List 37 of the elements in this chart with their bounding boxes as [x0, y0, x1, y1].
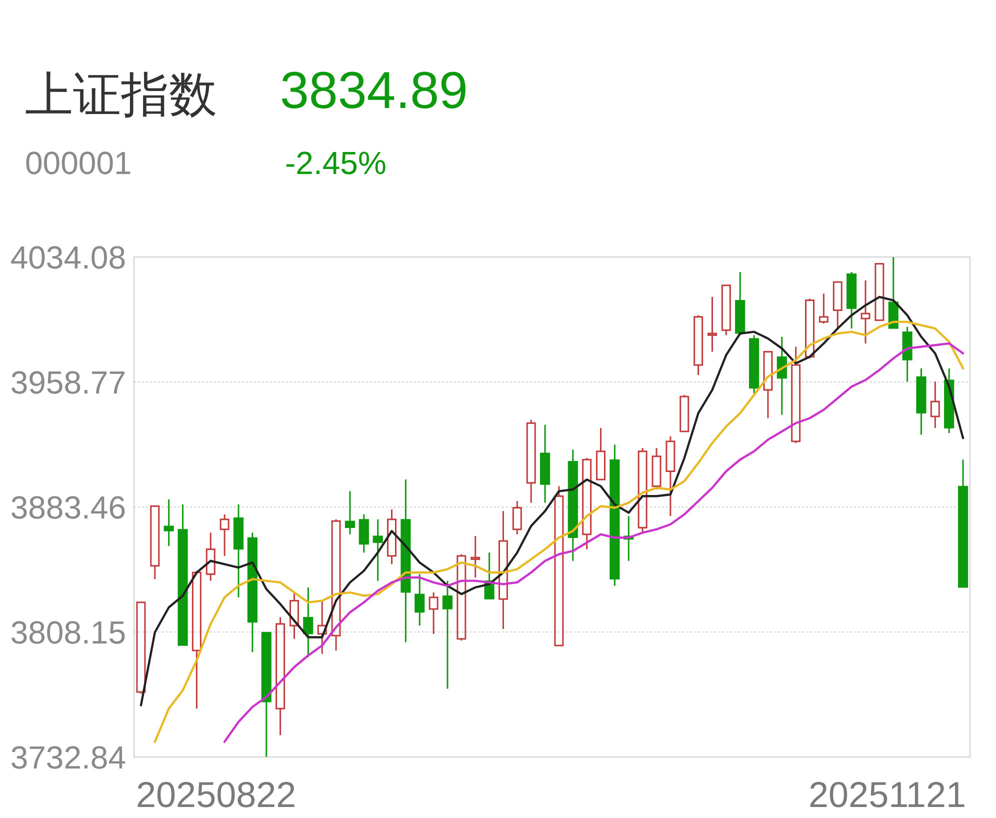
candlestick [916, 368, 926, 436]
candlestick [387, 508, 397, 565]
candlestick [860, 280, 870, 344]
candlestick [344, 490, 356, 536]
text: 20251121 [808, 774, 966, 815]
candlestick [442, 580, 453, 690]
candlestick [358, 514, 369, 554]
y-tick-label: 3808.15 [10, 614, 126, 650]
candlestick [233, 504, 244, 598]
y-tick-label: 4034.08 [10, 239, 126, 276]
candlestick [317, 600, 327, 655]
candlestick [498, 510, 508, 630]
line-series [140, 296, 964, 706]
candlestick [707, 296, 717, 352]
candlestick [902, 326, 912, 382]
candlestick [846, 271, 857, 330]
text: 3834.89 [280, 62, 468, 120]
y-tick-label: 3732.84 [10, 739, 126, 776]
candlestick [247, 532, 258, 653]
candlestick [512, 500, 522, 536]
chart-title: 上证指数 [25, 69, 217, 122]
candlestick [610, 444, 620, 587]
candlestick [414, 573, 425, 626]
candlestick [540, 424, 550, 504]
candlestick [568, 448, 578, 562]
chart-subtitle: 000001 [25, 145, 132, 181]
text: 20250822 [136, 774, 296, 815]
text: -2.45% [285, 145, 386, 181]
candlestick [206, 532, 216, 582]
candlestick [303, 586, 314, 658]
candlestick [372, 518, 383, 582]
y-tick-label: 3958.77 [10, 364, 126, 400]
candlestick [930, 380, 940, 429]
y-tick-label: 3883.46 [10, 489, 126, 526]
candlestick [400, 478, 411, 643]
candlestick [164, 498, 174, 547]
candlestick [470, 535, 480, 578]
